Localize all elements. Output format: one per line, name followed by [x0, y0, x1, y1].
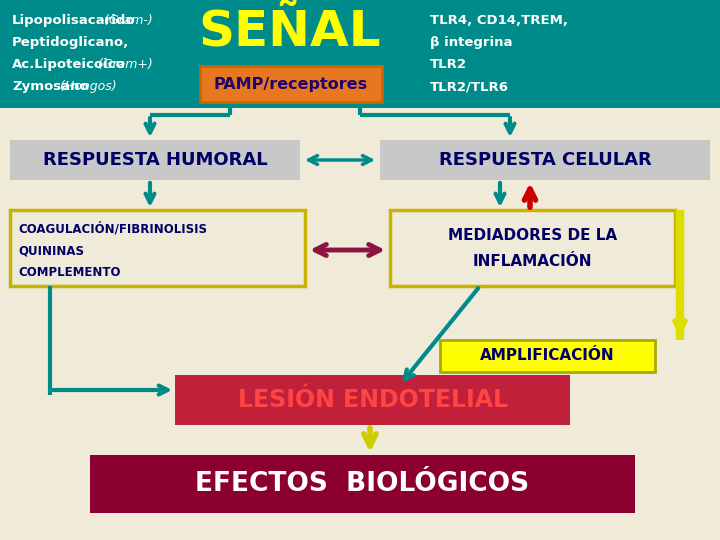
Text: TLR2: TLR2	[430, 58, 467, 71]
FancyBboxPatch shape	[390, 210, 675, 286]
Text: (Hongos): (Hongos)	[56, 80, 117, 93]
Text: TLR2/TLR6: TLR2/TLR6	[430, 80, 509, 93]
Text: EFECTOS  BIOLÓGICOS: EFECTOS BIOLÓGICOS	[195, 471, 530, 497]
Text: QUININAS: QUININAS	[18, 244, 84, 257]
FancyBboxPatch shape	[440, 340, 655, 372]
Text: RESPUESTA CELULAR: RESPUESTA CELULAR	[438, 151, 652, 169]
Text: INFLAMACIÓN: INFLAMACIÓN	[473, 254, 593, 269]
Text: Peptidoglicano,: Peptidoglicano,	[12, 36, 130, 49]
FancyBboxPatch shape	[175, 375, 570, 425]
Text: COMPLEMENTO: COMPLEMENTO	[18, 266, 120, 279]
Text: (Gram+): (Gram+)	[94, 58, 153, 71]
Text: COAGULACIÓN/FIBRINOLISIS: COAGULACIÓN/FIBRINOLISIS	[18, 222, 207, 235]
Text: MEDIADORES DE LA: MEDIADORES DE LA	[448, 228, 617, 243]
Text: PAMP/receptores: PAMP/receptores	[214, 77, 368, 91]
Text: β integrina: β integrina	[430, 36, 513, 49]
FancyBboxPatch shape	[200, 66, 382, 102]
Text: Lipopolisacarido: Lipopolisacarido	[12, 14, 135, 27]
FancyBboxPatch shape	[90, 455, 635, 513]
Text: TLR4, CD14,TREM,: TLR4, CD14,TREM,	[430, 14, 568, 27]
Text: AMPLIFICACIÓN: AMPLIFICACIÓN	[480, 348, 615, 363]
Text: SEÑAL: SEÑAL	[199, 8, 382, 56]
FancyBboxPatch shape	[0, 0, 720, 108]
Text: RESPUESTA HUMORAL: RESPUESTA HUMORAL	[42, 151, 267, 169]
Text: Zymosano: Zymosano	[12, 80, 89, 93]
Text: Ac.Lipoteicoico: Ac.Lipoteicoico	[12, 58, 126, 71]
FancyBboxPatch shape	[10, 140, 300, 180]
FancyBboxPatch shape	[380, 140, 710, 180]
Text: (Gram-): (Gram-)	[100, 14, 153, 27]
FancyBboxPatch shape	[10, 210, 305, 286]
Text: LESIÓN ENDOTELIAL: LESIÓN ENDOTELIAL	[238, 388, 508, 412]
